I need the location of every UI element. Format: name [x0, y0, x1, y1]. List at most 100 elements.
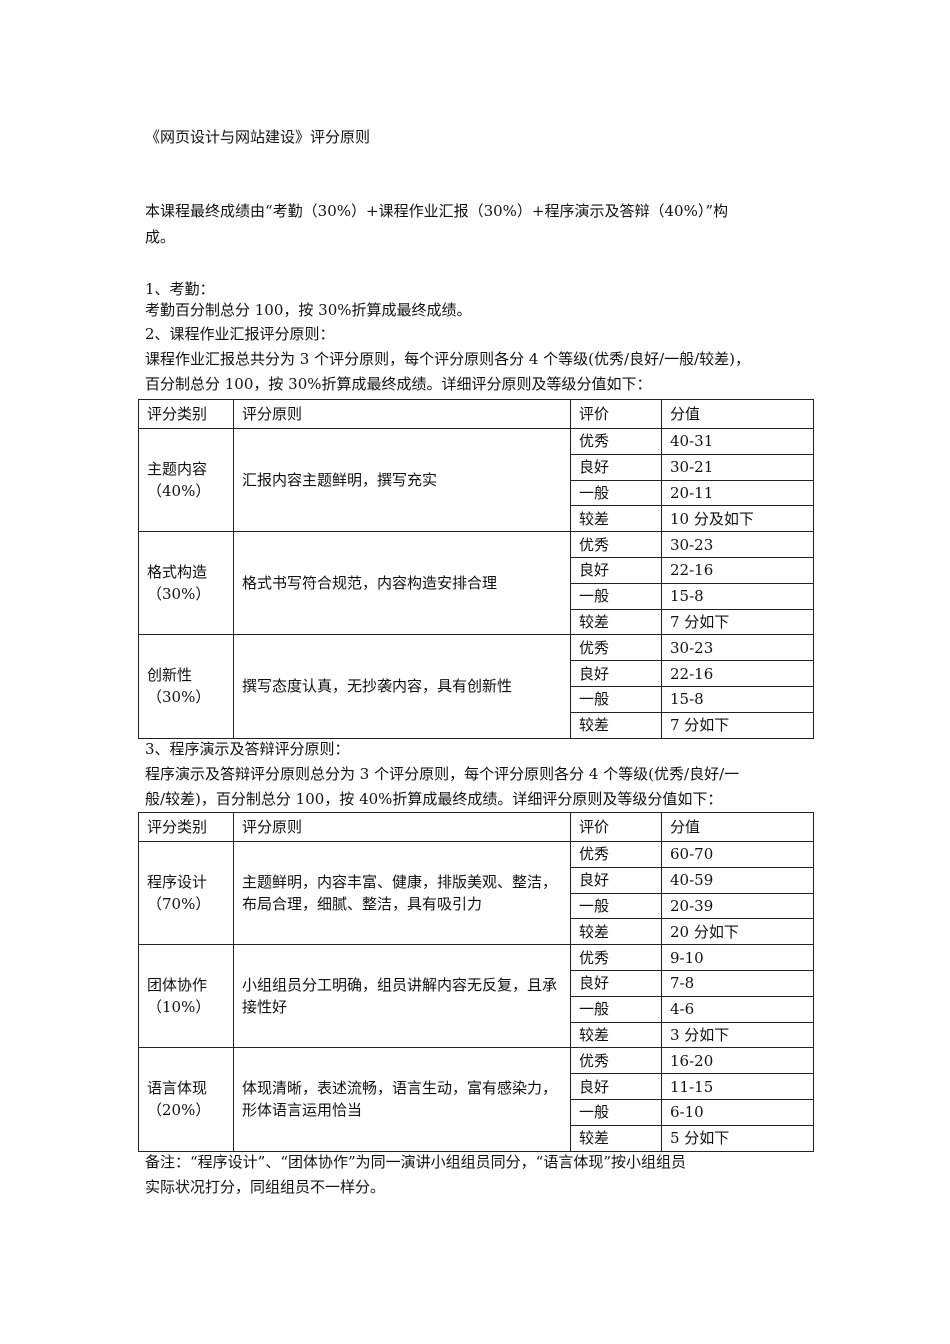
score-cell: 22-16 [661, 556, 814, 584]
principle-cell: 主题鲜明，内容丰富、健康，排版美观、整洁，布局合理，细腻、整洁，具有吸引力 [233, 840, 571, 946]
grade-cell: 优秀 [570, 531, 662, 558]
grade-cell: 一般 [570, 479, 662, 507]
grade-cell: 良好 [570, 1073, 662, 1100]
grade-cell: 一般 [570, 685, 662, 713]
header-cell: 评分类别 [138, 399, 234, 429]
score-cell: 6-10 [661, 1098, 814, 1126]
grade-cell: 良好 [570, 969, 662, 997]
table-header-row: 评分类别 评分原则 评价 分值 [138, 812, 814, 842]
score-cell: 20 分如下 [661, 918, 814, 946]
header-cell: 分值 [661, 812, 814, 842]
header-cell: 分值 [661, 399, 814, 429]
grade-cell: 良好 [570, 556, 662, 584]
table-header-row: 评分类别 评分原则 评价 分值 [138, 399, 814, 429]
category-name: 团体协作 [147, 976, 208, 995]
category-weight: （40%） [147, 482, 211, 501]
principle-cell: 小组组员分工明确，组员讲解内容无反复，且承接性好 [233, 944, 571, 1049]
table-row: 创新性 （30%） 撰写态度认真，无抄袭内容，具有创新性 优秀 30-23 [138, 634, 814, 739]
table-row: 一般 6-10 [139, 1098, 814, 1126]
table-row: 较差 3 分如下 [139, 1021, 814, 1049]
section3-text-1: 程序演示及答辩评分原则总分为 3 个评分原则，每个评分原则各分 4 个等级(优秀… [145, 765, 740, 783]
section1-heading: 1、考勤： [145, 280, 215, 298]
table-row: 较差 10 分及如下 [139, 505, 814, 533]
note-line-1: 备注：“程序设计”、“团体协作”为同一演讲小组组员同分，“语言体现”按小组组员 [145, 1153, 687, 1171]
table-row: 程序设计 （70%） 主题鲜明，内容丰富、健康，排版美观、整洁，布局合理，细腻、整洁… [138, 840, 814, 946]
category-name: 创新性 [147, 666, 193, 685]
category-weight: （20%） [147, 1101, 211, 1120]
grade-cell: 较差 [570, 711, 662, 739]
grade-cell: 较差 [570, 1124, 662, 1152]
score-cell: 30-23 [661, 634, 814, 662]
score-cell: 7 分如下 [661, 711, 814, 739]
principle-cell: 格式书写符合规范，内容构造安排合理 [233, 531, 571, 636]
principle-cell: 撰写态度认真，无抄袭内容，具有创新性 [233, 634, 571, 739]
category-cell: 语言体现 （20%） [138, 1047, 234, 1152]
table-row: 良好 11-15 [139, 1073, 814, 1100]
table-row: 较差 5 分如下 [139, 1124, 814, 1152]
score-cell: 22-16 [661, 660, 814, 687]
intro-line-2: 成。 [145, 228, 176, 246]
table-row: 较差 7 分如下 [139, 608, 814, 636]
grade-cell: 优秀 [570, 944, 662, 971]
header-cell: 评价 [570, 812, 662, 842]
score-cell: 20-39 [661, 892, 814, 920]
score-cell: 15-8 [661, 582, 814, 610]
score-cell: 5 分如下 [661, 1124, 814, 1152]
table-row: 团体协作 （10%） 小组组员分工明确，组员讲解内容无反复，且承接性好 优秀 9-10 [138, 944, 814, 1049]
demo-grading-table: 评分类别 评分原则 评价 分值 程序设计 （70%） 主题鲜明，内容丰富、健康，排版美观、整… [138, 812, 814, 1152]
category-cell: 程序设计 （70%） [138, 840, 234, 946]
table-row: 一般 15-8 [139, 685, 814, 713]
table-row: 良好 40-59 [139, 866, 814, 894]
score-cell: 20-11 [661, 479, 814, 507]
intro-line-1: 本课程最终成绩由“考勤（30%）+课程作业汇报（30%）+程序演示及答辩（40%… [145, 202, 728, 220]
grade-cell: 优秀 [570, 634, 662, 662]
grade-cell: 一般 [570, 892, 662, 920]
score-cell: 3 分如下 [661, 1021, 814, 1049]
table-row: 良好 22-16 [139, 556, 814, 584]
table-row: 主题内容 （40%） 汇报内容主题鲜明，撰写充实 优秀 40-31 [138, 427, 814, 533]
grade-cell: 优秀 [570, 428, 662, 455]
grade-cell: 良好 [570, 660, 662, 687]
header-cell: 评分原则 [233, 812, 571, 842]
note-line-2: 实际状况打分，同组组员不一样分。 [145, 1178, 386, 1196]
principle-cell: 汇报内容主题鲜明，撰写充实 [233, 427, 571, 533]
category-name: 语言体现 [147, 1079, 208, 1098]
score-cell: 7-8 [661, 969, 814, 997]
section2-text-2: 百分制总分 100，按 30%折算成最终成绩。详细评分原则及等级分值如下： [145, 375, 652, 393]
report-grading-table: 评分类别 评分原则 评价 分值 主题内容 （40%） 汇报内容主题鲜明，撰写充实 优秀 40-3… [138, 399, 814, 739]
score-cell: 15-8 [661, 685, 814, 713]
header-cell: 评分原则 [233, 399, 571, 429]
score-cell: 40-59 [661, 866, 814, 894]
grade-cell: 良好 [570, 453, 662, 481]
table-row: 较差 20 分如下 [139, 918, 814, 946]
category-weight: （70%） [147, 895, 211, 914]
grade-cell: 一般 [570, 582, 662, 610]
grade-cell: 良好 [570, 866, 662, 894]
category-weight: （10%） [147, 998, 211, 1017]
table-row: 语言体现 （20%） 体现清晰，表述流畅，语言生动，富有感染力，形体语言运用恰当 优秀… [138, 1047, 814, 1152]
section2-text-1: 课程作业汇报总共分为 3 个评分原则，每个评分原则各分 4 个等级(优秀/良好/… [145, 350, 751, 368]
table-row: 较差 7 分如下 [139, 711, 814, 739]
document-title: 《网页设计与网站建设》评分原则 [145, 128, 371, 146]
score-cell: 40-31 [661, 428, 814, 455]
score-cell: 4-6 [661, 995, 814, 1023]
category-name: 主题内容 [147, 460, 208, 479]
section3-heading: 3、程序演示及答辩评分原则： [145, 740, 350, 758]
principle-cell: 体现清晰，表述流畅，语言生动，富有感染力，形体语言运用恰当 [233, 1047, 571, 1152]
category-cell: 创新性 （30%） [138, 634, 234, 739]
score-cell: 30-21 [661, 453, 814, 481]
grade-cell: 优秀 [570, 1047, 662, 1075]
category-cell: 格式构造 （30%） [138, 531, 234, 636]
section2-heading: 2、课程作业汇报评分原则： [145, 325, 335, 343]
score-cell: 9-10 [661, 944, 814, 971]
table-row: 格式构造 （30%） 格式书写符合规范，内容构造安排合理 优秀 30-23 [138, 531, 814, 636]
section1-text: 考勤百分制总分 100，按 30%折算成最终成绩。 [145, 301, 472, 319]
table-row: 良好 30-21 [139, 453, 814, 481]
category-weight: （30%） [147, 688, 211, 707]
grade-cell: 较差 [570, 608, 662, 636]
grade-cell: 一般 [570, 995, 662, 1023]
score-cell: 30-23 [661, 531, 814, 558]
header-cell: 评价 [570, 399, 662, 429]
score-cell: 10 分及如下 [661, 505, 814, 533]
grade-cell: 优秀 [570, 841, 662, 868]
